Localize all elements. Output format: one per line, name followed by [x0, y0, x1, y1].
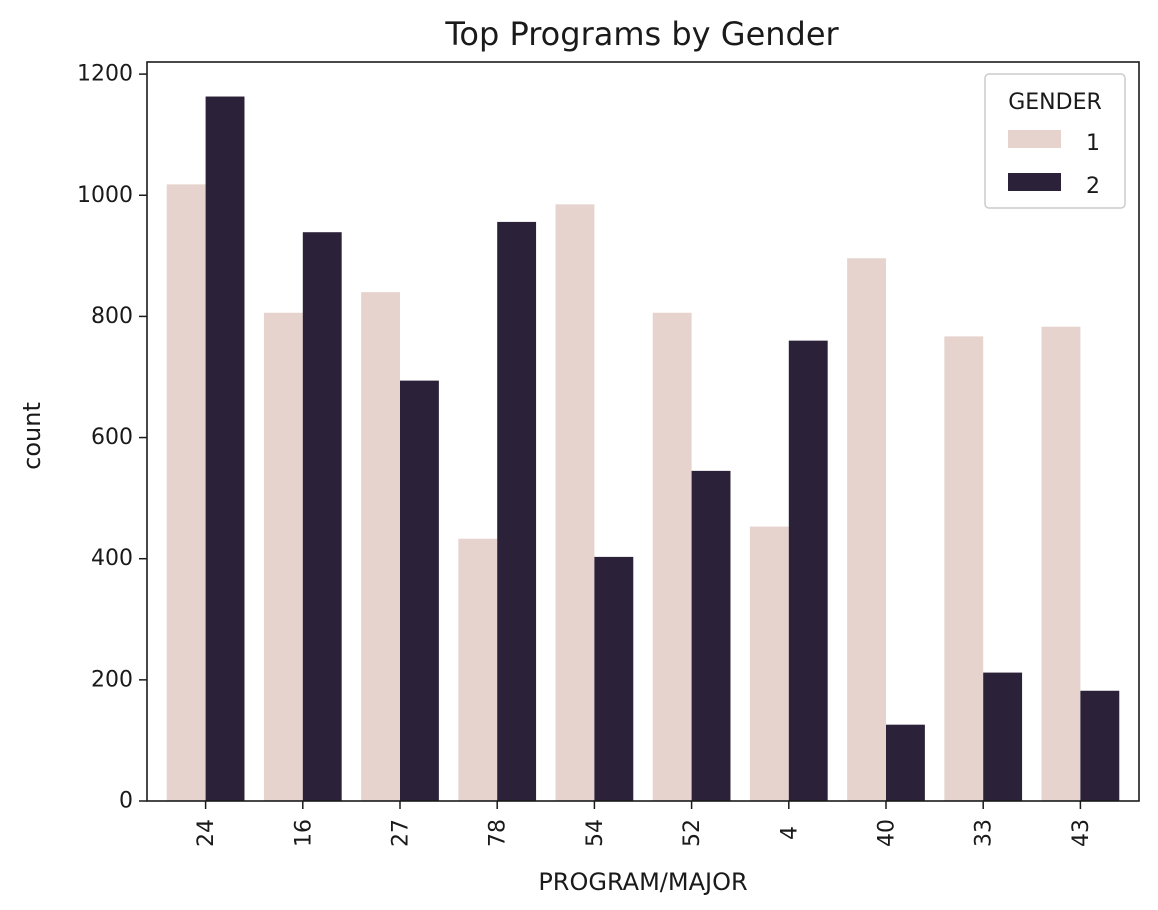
x-tick-label: 52 [680, 819, 705, 847]
bar-24-gender-1 [166, 184, 206, 801]
x-tick-label: 27 [389, 819, 414, 847]
y-tick-label: 1200 [77, 62, 133, 87]
y-axis-label: count [18, 402, 46, 470]
bar-4-gender-1 [749, 526, 789, 801]
y-tick-label: 1000 [77, 183, 133, 208]
x-tick-label: 16 [291, 819, 316, 847]
bar-54-gender-2 [594, 556, 634, 801]
bar-40-gender-2 [886, 724, 925, 801]
bar-16-gender-2 [302, 232, 342, 802]
x-tick-label: 4 [777, 826, 802, 840]
legend-swatch-1 [1008, 130, 1061, 148]
bar-54-gender-1 [555, 204, 595, 801]
legend-label-2: 2 [1086, 174, 1100, 199]
x-tick-label: 43 [1069, 819, 1094, 847]
y-tick-label: 200 [91, 667, 133, 692]
bars-group [166, 96, 1120, 802]
x-axis-label: PROGRAM/MAJOR [538, 868, 747, 896]
legend-label-1: 1 [1086, 131, 1100, 156]
y-axis: 0 200 400 600 800 1000 1200 [77, 62, 147, 814]
bar-78-gender-2 [497, 221, 537, 802]
bar-4-gender-2 [788, 340, 828, 801]
x-axis: 24 16 27 78 54 52 4 40 33 43 [194, 801, 1094, 847]
legend: GENDER 1 2 [984, 73, 1126, 209]
bar-43-gender-2 [1080, 690, 1120, 801]
bar-33-gender-2 [983, 672, 1023, 801]
bar-52-gender-1 [652, 312, 692, 801]
chart-title: Top Programs by Gender [444, 15, 839, 53]
bar-52-gender-2 [691, 470, 731, 801]
bar-40-gender-1 [847, 258, 886, 801]
y-tick-label: 600 [91, 425, 133, 450]
bar-78-gender-1 [458, 538, 498, 801]
x-tick-label: 40 [875, 819, 900, 847]
legend-swatch-2 [1008, 173, 1061, 191]
bar-33-gender-1 [944, 336, 984, 801]
y-tick-label: 800 [91, 304, 133, 329]
bar-16-gender-1 [263, 312, 303, 801]
x-tick-label: 24 [194, 819, 219, 847]
y-tick-label: 400 [91, 546, 133, 571]
x-tick-label: 54 [583, 819, 608, 847]
y-tick-label: 0 [119, 789, 133, 814]
legend-title: GENDER [1008, 90, 1102, 115]
bar-27-gender-1 [361, 292, 400, 801]
bar-27-gender-2 [400, 380, 439, 801]
bar-43-gender-1 [1041, 326, 1081, 801]
x-tick-label: 78 [486, 819, 511, 847]
plot-frame [146, 61, 1140, 802]
bar-24-gender-2 [205, 96, 245, 802]
x-tick-label: 33 [972, 819, 997, 847]
